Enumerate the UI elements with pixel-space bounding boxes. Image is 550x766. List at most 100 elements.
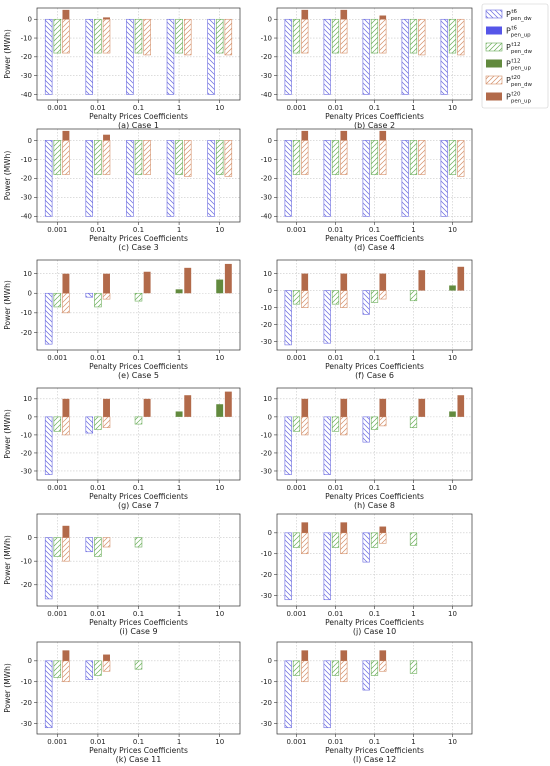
x-tick-label: 0.001 [47, 104, 67, 112]
x-axis-label: Penalty Prices Coefficients [325, 362, 424, 371]
bar-dw12 [215, 140, 224, 175]
plot-frame [276, 513, 473, 607]
bar-dw12 [409, 290, 418, 302]
x-tick-label: 0.1 [369, 484, 380, 492]
bar-dw12 [370, 18, 379, 54]
bar-dw20 [301, 140, 309, 175]
bar-dw12 [134, 660, 143, 670]
panel-10: 0 -10 -20 -30 0.001 0.01 0.1 1 10 Penalty Prices … [261, 513, 473, 636]
x-tick-label: 0.01 [90, 610, 106, 618]
bar-dw12 [134, 292, 143, 302]
bar-dw12 [53, 416, 62, 432]
y-tick-label: 10 [263, 270, 272, 278]
bar-dw20 [379, 18, 387, 54]
x-tick-label: 0.001 [47, 610, 67, 618]
bar-up20 [62, 398, 70, 417]
bar-dw20 [340, 532, 348, 555]
y-tick-label: -30 [261, 592, 272, 600]
bar-up20 [340, 130, 348, 141]
y-tick-label: -10 [21, 431, 32, 439]
y-tick-label: -30 [261, 338, 272, 346]
x-tick-label: 0.01 [90, 104, 106, 112]
bar-dw6 [166, 18, 175, 95]
bar-dw12 [409, 532, 418, 546]
y-tick-label: -20 [261, 449, 272, 457]
bar-up12 [175, 411, 183, 417]
x-tick-label: 0.1 [133, 354, 144, 362]
plot-frame [276, 128, 473, 223]
y-tick-label: -10 [261, 431, 272, 439]
panel-12: 0 -10 -20 -30 0.001 0.01 0.1 1 10 Penalty Prices … [261, 641, 473, 764]
bar-dw12 [134, 537, 143, 548]
y-tick-label: -10 [21, 156, 32, 164]
legend-swatch [485, 75, 503, 85]
y-tick-label: -20 [21, 449, 32, 457]
bar-dw20 [379, 416, 387, 427]
x-tick-label: 0.01 [328, 738, 344, 746]
bar-dw20 [379, 660, 387, 672]
y-tick-label: -10 [261, 156, 272, 164]
y-axis-label: Power (MWh) [3, 535, 12, 585]
bar-dw20 [102, 416, 111, 428]
bar-dw20 [102, 660, 111, 672]
x-axis-label: Penalty Prices Coefficients [325, 492, 424, 501]
panel-6: 10 0 -10 -20 -30 0.001 0.01 0.1 1 10 Penalty Price… [261, 259, 473, 380]
bar-up20 [103, 273, 110, 294]
bar-dw20 [340, 18, 348, 54]
x-tick-label: 1 [177, 226, 181, 234]
bar-up20 [379, 273, 387, 291]
bar-up20 [301, 522, 309, 533]
bar-dw20 [183, 18, 192, 56]
legend-swatch [486, 26, 502, 35]
x-axis-label: Penalty Prices Coefficients [325, 618, 424, 627]
panel-11: 0 -10 -20 -30 0.001 0.01 0.1 1 10 Penalty Prices … [3, 641, 241, 764]
bar-dw6 [207, 18, 215, 95]
bar-dw12 [370, 416, 379, 430]
bar-dw20 [224, 140, 233, 177]
bar-dw12 [94, 416, 102, 430]
x-axis-label: Penalty Prices Coefficients [89, 492, 188, 501]
bar-dw6 [44, 537, 53, 600]
bar-dw6 [323, 532, 331, 601]
legend-swatch [486, 59, 502, 68]
bar-up20 [457, 266, 465, 291]
bar-dw20 [340, 140, 348, 175]
bar-dw20 [379, 140, 387, 175]
bar-dw12 [292, 290, 301, 305]
panel-caption: (h) Case 8 [354, 501, 395, 510]
bar-dw12 [94, 140, 102, 175]
x-tick-label: 1 [177, 104, 181, 112]
bar-dw12 [53, 537, 62, 557]
x-tick-label: 0.01 [328, 484, 344, 492]
y-tick-label: -30 [261, 72, 272, 80]
bar-dw6 [284, 416, 292, 475]
y-tick-label: 10 [23, 270, 32, 278]
bar-dw6 [323, 660, 331, 729]
y-axis-label: Power (MWh) [3, 280, 12, 330]
x-axis-label: Penalty Prices Coefficients [89, 362, 188, 371]
bar-dw12 [53, 140, 62, 175]
x-tick-label: 0.01 [328, 610, 344, 618]
bar-dw6 [323, 290, 331, 344]
bar-dw20 [62, 292, 70, 314]
x-tick-label: 1 [177, 610, 181, 618]
x-tick-label: 10 [215, 484, 224, 492]
bar-dw12 [134, 416, 143, 425]
bar-up12 [449, 285, 456, 291]
bar-dw20 [301, 18, 309, 54]
bar-dw20 [62, 140, 70, 175]
bar-dw12 [331, 18, 340, 54]
x-axis-label: Penalty Prices Coefficients [325, 112, 424, 121]
x-tick-label: 1 [411, 484, 415, 492]
x-tick-label: 0.01 [90, 484, 106, 492]
bar-dw20 [143, 140, 151, 175]
bar-dw12 [292, 416, 301, 432]
bar-up20 [62, 9, 70, 20]
bar-dw20 [457, 140, 465, 177]
y-tick-label: -10 [21, 558, 32, 566]
bar-dw12 [215, 18, 224, 54]
bar-dw12 [370, 140, 379, 175]
bar-dw6 [85, 292, 94, 298]
x-tick-label: 0.01 [328, 104, 344, 112]
